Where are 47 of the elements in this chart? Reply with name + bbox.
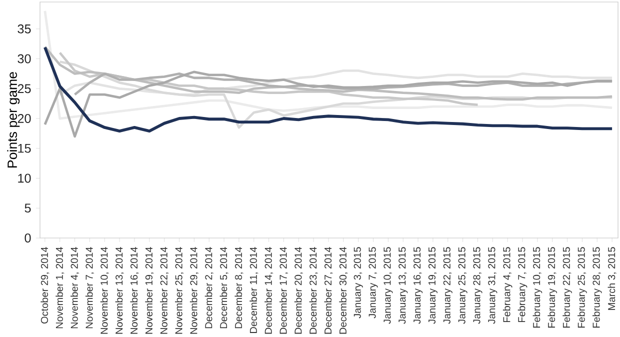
x-tick-label: December 5, 2014 [220, 247, 228, 328]
x-tick-label: November 16, 2014 [130, 247, 139, 334]
x-tick-label: February 25, 2015 [578, 247, 587, 328]
x-tick-label: December 11, 2014 [250, 247, 258, 333]
y-tick-label: 35 [18, 24, 31, 34]
x-tick-label: February 7, 2015 [518, 247, 528, 322]
x-tick-label: January 10, 2015 [384, 247, 393, 324]
x-tick-label: February 22, 2015 [562, 247, 572, 328]
x-tick-label: November 7, 2014 [85, 247, 94, 328]
x-tick-label: December 14, 2014 [264, 247, 274, 334]
x-tick-label: December 8, 2014 [234, 247, 244, 328]
y-tick-label: 20 [18, 114, 31, 123]
x-tick-label: November 10, 2014 [100, 247, 109, 334]
x-tick-label: January 13, 2015 [398, 247, 408, 324]
y-tick-label: 30 [18, 54, 31, 64]
x-tick-label: November 29, 2014 [190, 247, 198, 334]
x-tick-label: December 20, 2014 [294, 247, 303, 334]
x-tick-label: February 28, 2015 [592, 247, 602, 328]
x-tick-label: January 3, 2015 [354, 247, 363, 318]
y-tick-label: 25 [18, 84, 31, 94]
x-tick-label: February 19, 2015 [548, 247, 558, 328]
x-tick-label: February 4, 2015 [502, 247, 512, 322]
x-tick-label: November 22, 2014 [160, 247, 169, 334]
y-tick-label: 15 [18, 144, 31, 153]
x-tick-label: October 29, 2014 [40, 247, 50, 324]
x-tick-label: November 25, 2014 [175, 247, 184, 334]
x-tick-label: February 10, 2015 [532, 247, 542, 328]
x-tick-label: December 27, 2014 [324, 247, 333, 334]
x-tick-label: November 19, 2014 [145, 247, 154, 334]
x-tick-label: January 19, 2015 [428, 247, 438, 324]
x-tick-label: December 17, 2014 [279, 247, 288, 334]
y-tick-label: 0 [24, 234, 31, 242]
x-tick-label: January 22, 2015 [443, 247, 452, 324]
x-tick-label: January 7, 2015 [368, 247, 378, 318]
x-tick-label: January 25, 2015 [458, 247, 468, 324]
x-tick-label: March 3, 2015 [608, 247, 616, 310]
y-tick-label: 5 [24, 204, 31, 213]
x-tick-label: November 4, 2014 [70, 247, 80, 328]
x-tick-label: November 1, 2014 [56, 247, 64, 328]
x-tick-label: November 13, 2014 [115, 247, 124, 334]
x-tick-label: December 23, 2014 [309, 247, 318, 334]
x-tick-label: December 30, 2014 [339, 247, 348, 334]
x-tick-label: January 28, 2015 [473, 247, 482, 324]
x-tick-label: January 16, 2015 [414, 247, 423, 324]
x-tick-label: January 31, 2015 [488, 247, 498, 324]
x-tick-label: December 2, 2014 [204, 247, 214, 328]
y-tick-label: 10 [18, 174, 31, 183]
